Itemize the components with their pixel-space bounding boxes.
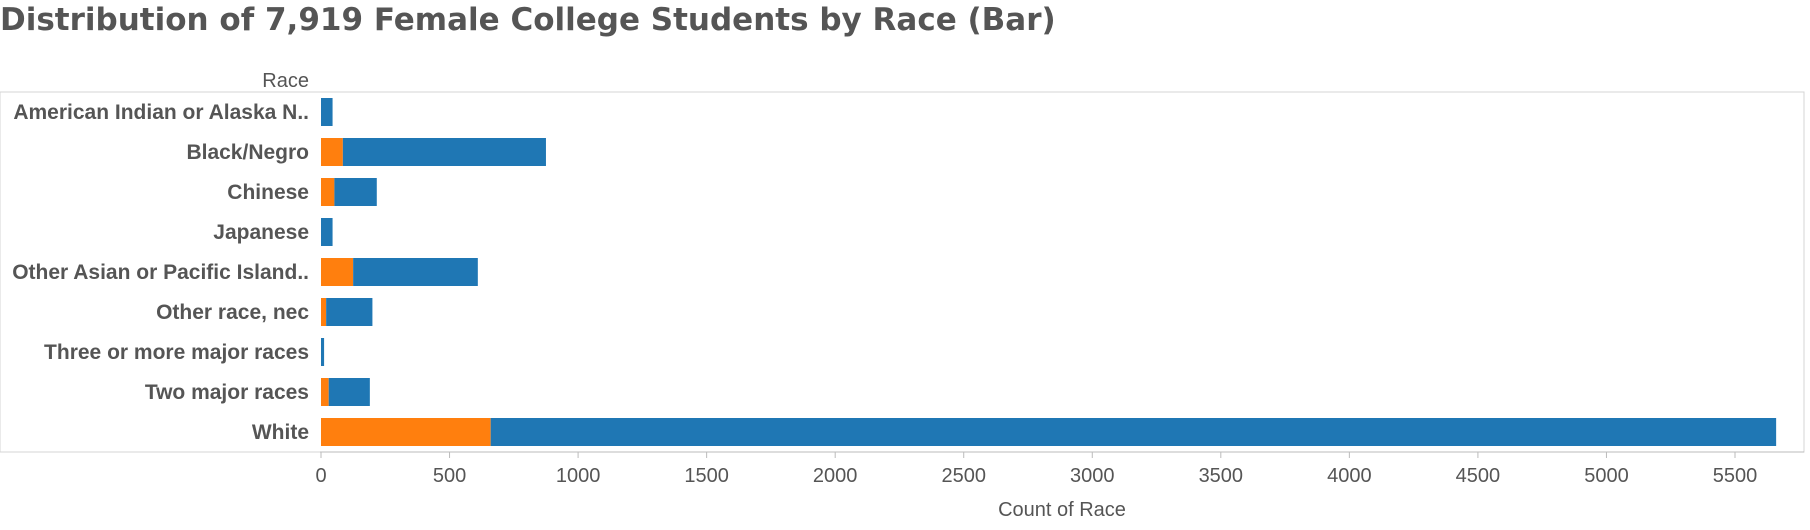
category-label: American Indian or Alaska N.. bbox=[13, 101, 309, 124]
category-label: Black/Negro bbox=[186, 141, 309, 164]
bar-segment[interactable] bbox=[326, 298, 373, 326]
bar-segment[interactable] bbox=[321, 418, 491, 446]
category-label: Three or more major races bbox=[44, 341, 309, 364]
chart-title: Distribution of 7,919 Female College Stu… bbox=[0, 2, 1056, 38]
category-label: Two major races bbox=[145, 381, 309, 404]
bar-segment[interactable] bbox=[490, 418, 1777, 446]
bar-segment[interactable] bbox=[328, 378, 370, 406]
category-axis-header: Race bbox=[262, 70, 309, 92]
bar-segment[interactable] bbox=[334, 178, 377, 206]
bar-segment[interactable] bbox=[321, 218, 333, 246]
x-axis-title: Count of Race bbox=[998, 499, 1126, 521]
x-tick-label: 5500 bbox=[1713, 465, 1758, 487]
bar-segment[interactable] bbox=[321, 378, 329, 406]
category-label: White bbox=[252, 421, 309, 444]
category-label: Japanese bbox=[213, 221, 309, 244]
x-tick-label: 4000 bbox=[1327, 465, 1372, 487]
category-label: Chinese bbox=[227, 181, 309, 204]
x-tick-label: 4500 bbox=[1456, 465, 1501, 487]
bar-segment[interactable] bbox=[321, 178, 335, 206]
x-tick-label: 2000 bbox=[813, 465, 858, 487]
category-label: Other Asian or Pacific Island.. bbox=[12, 261, 309, 284]
bar-segment[interactable] bbox=[342, 138, 546, 166]
x-tick-label: 3500 bbox=[1199, 465, 1244, 487]
x-tick-label: 5000 bbox=[1584, 465, 1629, 487]
category-label: Other race, nec bbox=[156, 301, 309, 324]
bar-segment[interactable] bbox=[353, 258, 478, 286]
x-tick-label: 3000 bbox=[1070, 465, 1115, 487]
bar-segment[interactable] bbox=[321, 98, 333, 126]
bar-segment[interactable] bbox=[321, 298, 327, 326]
x-tick-label: 1000 bbox=[556, 465, 601, 487]
x-tick-label: 2500 bbox=[941, 465, 986, 487]
x-axis-ticks: 0 500 1000 1500 2000 2500 3000 3500 4000 4500 5000… bbox=[315, 452, 1757, 487]
category-labels: American Indian or Alaska N.. Black/Negro… bbox=[12, 101, 309, 444]
bars-layer bbox=[321, 98, 1777, 446]
x-tick-label: 1500 bbox=[684, 465, 729, 487]
x-tick-label: 500 bbox=[433, 465, 466, 487]
bar-segment[interactable] bbox=[321, 338, 325, 366]
bar-segment[interactable] bbox=[321, 258, 354, 286]
x-tick-label: 0 bbox=[315, 465, 326, 487]
bar-segment[interactable] bbox=[321, 138, 343, 166]
